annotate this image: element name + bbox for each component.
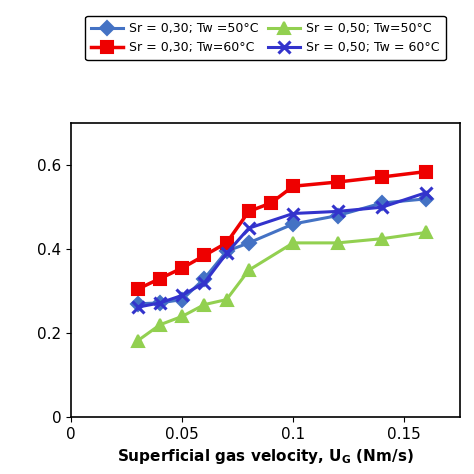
X-axis label: Superficial gas velocity, U$_\mathregular{G}$ (Nm/s): Superficial gas velocity, U$_\mathregula… bbox=[117, 447, 414, 466]
Sr = 0,50; Tw=50°C bbox=[224, 297, 229, 302]
Legend: Sr = 0,30; Tw =50°C, Sr = 0,30; Tw=60°C, Sr = 0,50; Tw=50°C, Sr = 0,50; Tw = 60°: Sr = 0,30; Tw =50°C, Sr = 0,30; Tw=60°C,… bbox=[85, 16, 446, 61]
Sr = 0,50; Tw=50°C bbox=[157, 322, 163, 328]
Sr = 0,50; Tw = 60°C bbox=[379, 204, 385, 210]
Sr = 0,30; Tw =50°C bbox=[335, 213, 340, 219]
Sr = 0,30; Tw =50°C bbox=[201, 276, 207, 282]
Sr = 0,30; Tw =50°C bbox=[246, 240, 252, 246]
Sr = 0,50; Tw=50°C bbox=[179, 313, 185, 319]
Sr = 0,30; Tw=60°C bbox=[179, 265, 185, 271]
Sr = 0,30; Tw=60°C bbox=[268, 200, 274, 206]
Sr = 0,50; Tw=50°C bbox=[379, 236, 385, 242]
Sr = 0,50; Tw = 60°C bbox=[335, 209, 340, 214]
Sr = 0,50; Tw = 60°C bbox=[246, 225, 252, 231]
Line: Sr = 0,50; Tw = 60°C: Sr = 0,50; Tw = 60°C bbox=[131, 186, 433, 313]
Sr = 0,50; Tw = 60°C bbox=[291, 210, 296, 216]
Line: Sr = 0,30; Tw =50°C: Sr = 0,30; Tw =50°C bbox=[133, 194, 431, 309]
Sr = 0,50; Tw=50°C bbox=[335, 240, 340, 246]
Sr = 0,50; Tw=50°C bbox=[201, 302, 207, 308]
Sr = 0,30; Tw=60°C bbox=[135, 286, 141, 292]
Sr = 0,30; Tw=60°C bbox=[246, 209, 252, 214]
Sr = 0,30; Tw=60°C bbox=[424, 169, 429, 174]
Sr = 0,50; Tw = 60°C bbox=[157, 300, 163, 306]
Sr = 0,50; Tw = 60°C bbox=[135, 304, 141, 310]
Line: Sr = 0,50; Tw=50°C: Sr = 0,50; Tw=50°C bbox=[131, 226, 433, 347]
Sr = 0,50; Tw=50°C bbox=[291, 240, 296, 246]
Sr = 0,50; Tw = 60°C bbox=[201, 280, 207, 286]
Sr = 0,50; Tw=50°C bbox=[135, 338, 141, 344]
Sr = 0,30; Tw=60°C bbox=[201, 253, 207, 258]
Sr = 0,30; Tw=60°C bbox=[379, 174, 385, 180]
Sr = 0,30; Tw =50°C bbox=[135, 301, 141, 307]
Sr = 0,50; Tw = 60°C bbox=[179, 292, 185, 298]
Sr = 0,30; Tw=60°C bbox=[335, 179, 340, 185]
Sr = 0,30; Tw =50°C bbox=[179, 297, 185, 302]
Sr = 0,30; Tw =50°C bbox=[224, 248, 229, 254]
Sr = 0,30; Tw=60°C bbox=[291, 183, 296, 189]
Sr = 0,30; Tw=60°C bbox=[224, 240, 229, 246]
Sr = 0,30; Tw =50°C bbox=[424, 196, 429, 201]
Sr = 0,50; Tw = 60°C bbox=[224, 251, 229, 256]
Sr = 0,50; Tw = 60°C bbox=[424, 190, 429, 195]
Line: Sr = 0,30; Tw=60°C: Sr = 0,30; Tw=60°C bbox=[131, 165, 433, 295]
Sr = 0,30; Tw =50°C bbox=[157, 300, 163, 306]
Sr = 0,50; Tw=50°C bbox=[424, 229, 429, 235]
Sr = 0,30; Tw =50°C bbox=[379, 200, 385, 206]
Sr = 0,30; Tw=60°C bbox=[157, 276, 163, 282]
Sr = 0,50; Tw=50°C bbox=[246, 267, 252, 273]
Sr = 0,30; Tw =50°C bbox=[291, 221, 296, 227]
